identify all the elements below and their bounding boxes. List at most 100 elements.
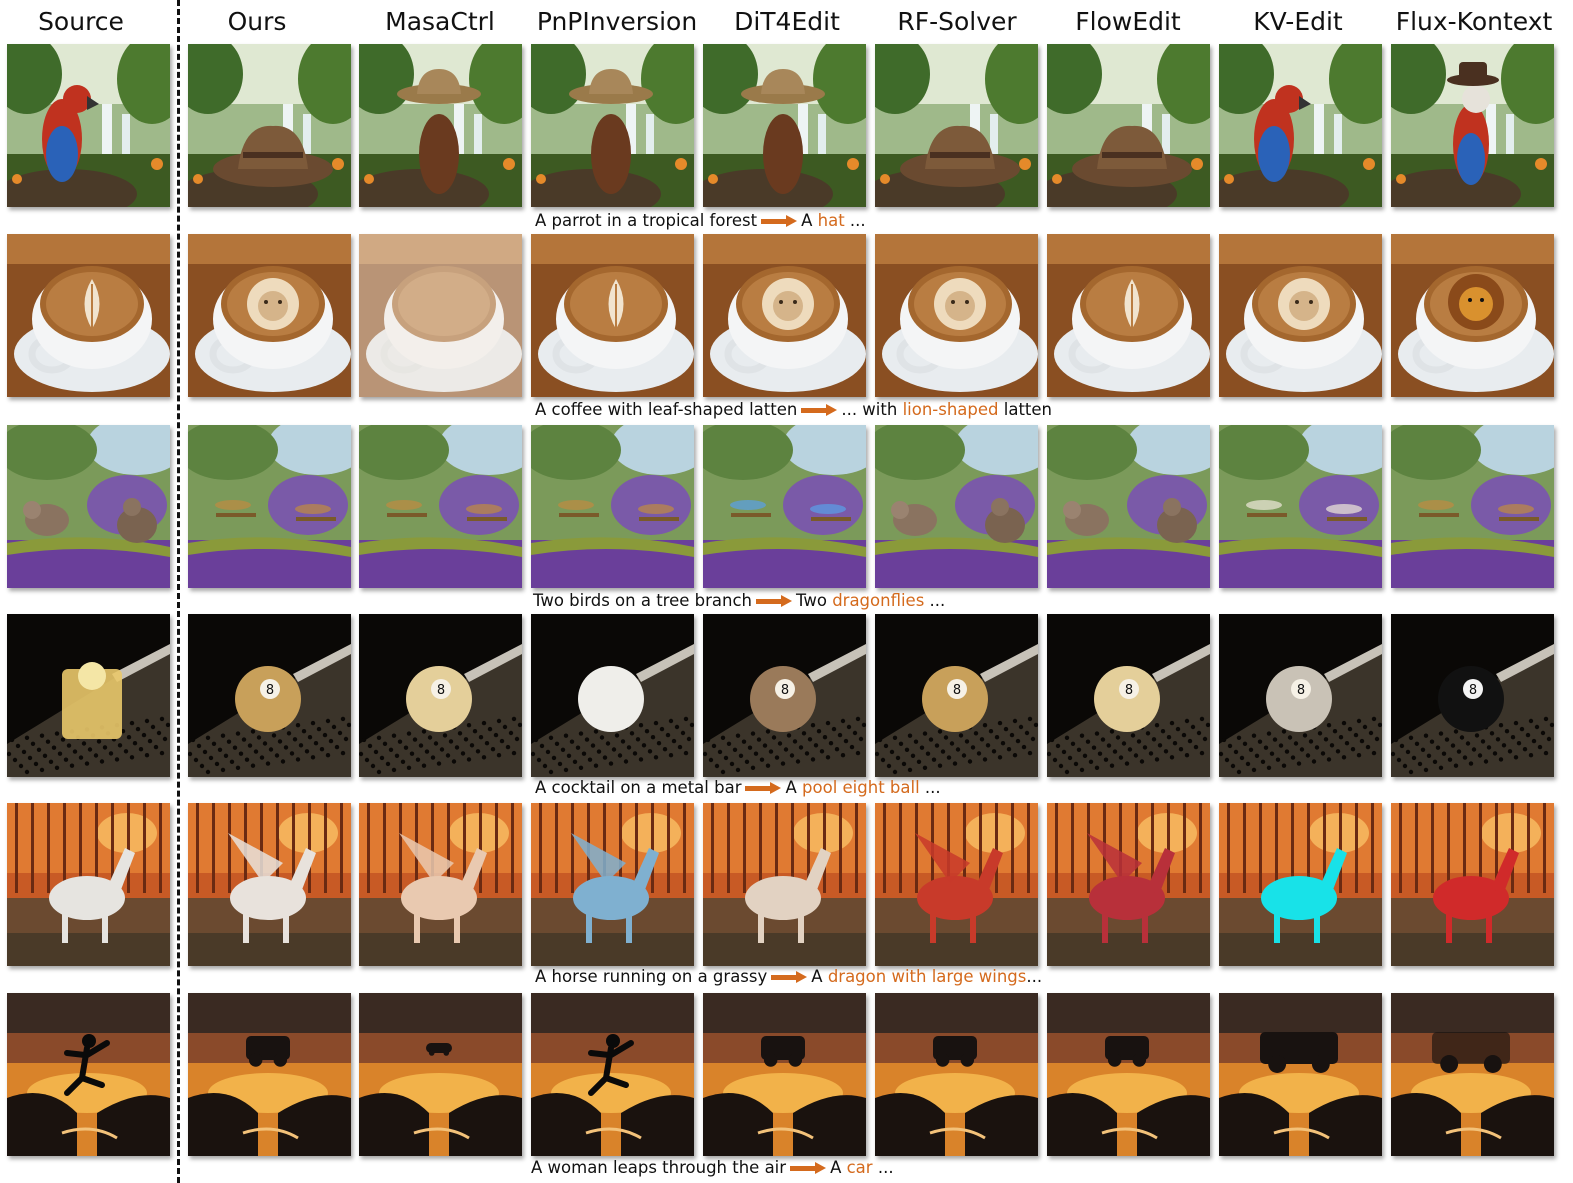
result-image-flowedit-birds-branch	[1047, 425, 1210, 588]
result-image-rf-solver-birds-branch	[875, 425, 1038, 588]
column-header-source: Source	[38, 7, 124, 36]
edit-caption-parrot-forest: A parrot in a tropical forest A hat ...	[535, 210, 866, 232]
result-image-kv-edit-metal-bar: 8	[1219, 614, 1382, 777]
result-image-pnpinversion-coffee-latte	[531, 234, 694, 397]
caption-highlight: hat	[817, 211, 845, 230]
result-image-flowedit-parrot-forest	[1047, 44, 1210, 207]
result-image-flux-kontext-coffee-latte	[1391, 234, 1554, 397]
result-image-kv-edit-sunset-sky	[1219, 993, 1382, 1156]
result-image-source-metal-bar	[7, 614, 170, 777]
result-image-rf-solver-coffee-latte	[875, 234, 1038, 397]
result-image-kv-edit-parrot-forest	[1219, 44, 1382, 207]
caption-highlight: car	[846, 1158, 873, 1177]
result-image-flowedit-sunset-sky	[1047, 993, 1210, 1156]
caption-arrow	[761, 210, 798, 232]
svg-text:8: 8	[953, 683, 961, 698]
result-image-flux-kontext-metal-bar: 8	[1391, 614, 1554, 777]
result-image-dit4edit-birds-branch	[703, 425, 866, 588]
caption-source-text: A coffee with leaf-shaped latten	[535, 400, 798, 419]
result-image-rf-solver-parrot-forest	[875, 44, 1038, 207]
result-image-ours-metal-bar: 8	[188, 614, 351, 777]
result-image-kv-edit-birds-branch	[1219, 425, 1382, 588]
caption-suffix: ...	[844, 211, 866, 230]
column-header-dit4edit: DiT4Edit	[734, 7, 840, 36]
source-divider	[177, 0, 180, 1183]
caption-prefix: A	[801, 211, 818, 230]
caption-prefix: ... with	[841, 400, 903, 419]
svg-text:8: 8	[437, 683, 445, 698]
svg-text:8: 8	[1125, 683, 1133, 698]
result-image-kv-edit-sunset-field	[1219, 803, 1382, 966]
result-image-masactrl-metal-bar: 8	[359, 614, 522, 777]
result-image-rf-solver-sunset-sky	[875, 993, 1038, 1156]
column-header-flux-kontext: Flux-Kontext	[1395, 7, 1553, 36]
result-image-dit4edit-metal-bar: 8	[703, 614, 866, 777]
result-image-flux-kontext-sunset-field	[1391, 803, 1554, 966]
result-image-dit4edit-sunset-sky	[703, 993, 866, 1156]
column-header-ours: Ours	[227, 7, 287, 36]
edit-caption-coffee-latte: A coffee with leaf-shaped latten ... with…	[535, 399, 1052, 421]
caption-highlight: dragonflies	[832, 591, 925, 610]
result-image-rf-solver-metal-bar: 8	[875, 614, 1038, 777]
caption-prefix: A	[830, 1158, 847, 1177]
result-image-ours-coffee-latte	[188, 234, 351, 397]
caption-source-text: A horse running on a grassy	[535, 967, 768, 986]
result-image-ours-birds-branch	[188, 425, 351, 588]
svg-text:8: 8	[1297, 683, 1305, 698]
caption-suffix: ...	[1026, 967, 1043, 986]
result-image-ours-parrot-forest	[188, 44, 351, 207]
column-header-kv-edit: KV-Edit	[1253, 7, 1343, 36]
caption-source-text: A cocktail on a metal bar	[535, 778, 742, 797]
edit-caption-sunset-sky: A woman leaps through the air A car ...	[531, 1157, 894, 1179]
edit-caption-sunset-field: A horse running on a grassy A dragon with…	[535, 966, 1042, 988]
caption-highlight: dragon with large wings	[827, 967, 1027, 986]
caption-arrow	[790, 1157, 827, 1179]
result-image-source-coffee-latte	[7, 234, 170, 397]
result-image-masactrl-birds-branch	[359, 425, 522, 588]
caption-suffix: ...	[919, 778, 941, 797]
caption-highlight: pool eight ball	[802, 778, 920, 797]
column-header-flowedit: FlowEdit	[1075, 7, 1181, 36]
edit-caption-birds-branch: Two birds on a tree branch Two dragonflie…	[533, 590, 945, 612]
result-image-source-birds-branch	[7, 425, 170, 588]
svg-text:8: 8	[1469, 683, 1477, 698]
result-image-kv-edit-coffee-latte	[1219, 234, 1382, 397]
svg-text:8: 8	[266, 683, 274, 698]
result-image-ours-sunset-field	[188, 803, 351, 966]
column-header-pnpinversion: PnPInversion	[536, 7, 698, 36]
svg-text:8: 8	[781, 683, 789, 698]
result-image-dit4edit-sunset-field	[703, 803, 866, 966]
result-image-pnpinversion-sunset-field	[531, 803, 694, 966]
caption-source-text: Two birds on a tree branch	[533, 591, 752, 610]
result-image-flux-kontext-sunset-sky	[1391, 993, 1554, 1156]
caption-source-text: A woman leaps through the air	[531, 1158, 787, 1177]
result-image-source-sunset-field	[7, 803, 170, 966]
result-image-ours-sunset-sky	[188, 993, 351, 1156]
result-image-flowedit-coffee-latte	[1047, 234, 1210, 397]
edit-caption-metal-bar: A cocktail on a metal bar A pool eight ba…	[535, 777, 941, 799]
caption-prefix: Two	[796, 591, 833, 610]
result-image-dit4edit-parrot-forest	[703, 44, 866, 207]
result-image-pnpinversion-birds-branch	[531, 425, 694, 588]
caption-arrow	[801, 399, 838, 421]
result-image-masactrl-sunset-field	[359, 803, 522, 966]
result-image-pnpinversion-metal-bar	[531, 614, 694, 777]
result-image-masactrl-sunset-sky	[359, 993, 522, 1156]
caption-suffix: latten	[998, 400, 1053, 419]
result-image-flowedit-metal-bar: 8	[1047, 614, 1210, 777]
caption-arrow	[745, 777, 782, 799]
caption-suffix: ...	[924, 591, 946, 610]
result-image-pnpinversion-parrot-forest	[531, 44, 694, 207]
caption-highlight: lion-shaped	[902, 400, 999, 419]
caption-suffix: ...	[872, 1158, 894, 1177]
result-image-flux-kontext-birds-branch	[1391, 425, 1554, 588]
result-image-source-sunset-sky	[7, 993, 170, 1156]
caption-source-text: A parrot in a tropical forest	[535, 211, 758, 230]
caption-prefix: A	[811, 967, 828, 986]
column-header-rf-solver: RF-Solver	[897, 7, 1017, 36]
result-image-pnpinversion-sunset-sky	[531, 993, 694, 1156]
result-image-masactrl-coffee-latte	[359, 234, 522, 397]
caption-arrow	[771, 966, 808, 988]
column-header-masactrl: MasaCtrl	[385, 7, 495, 36]
result-image-source-parrot-forest	[7, 44, 170, 207]
